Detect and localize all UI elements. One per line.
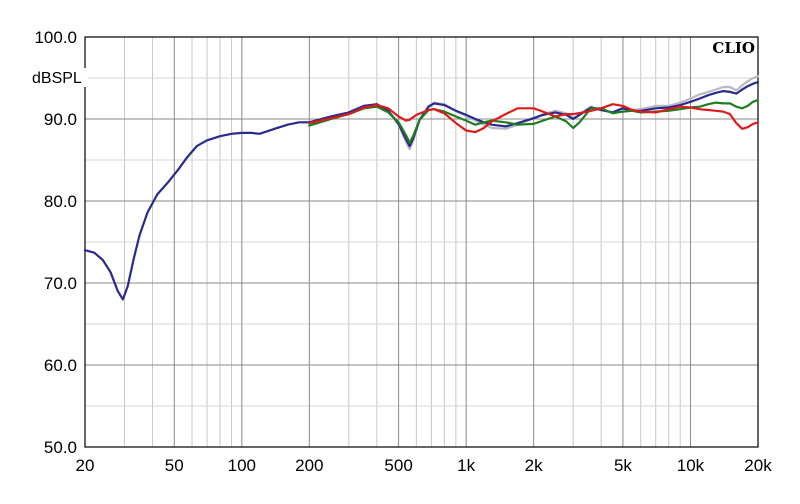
series-line-1	[308, 75, 760, 151]
x-tick-label: 5k	[614, 456, 632, 475]
series-layer	[83, 75, 760, 301]
y-tick-label: 100.0	[34, 28, 77, 47]
series-line-2	[83, 81, 760, 301]
x-tick-label: 200	[295, 456, 323, 475]
minor-gridlines	[85, 37, 758, 447]
y-axis-label-background	[30, 68, 88, 87]
y-tick-label: 80.0	[44, 192, 77, 211]
x-tick-label: 50	[165, 456, 184, 475]
plot-frame	[84, 36, 759, 448]
x-tick-label: 20k	[744, 456, 772, 475]
y-tick-labels: 100.0 90.0 80.0 70.0 60.0 50.0	[34, 28, 77, 457]
y-tick-label: 90.0	[44, 110, 77, 129]
clio-brand-label: CLIO	[712, 39, 755, 57]
y-tick-label: 50.0	[44, 438, 77, 457]
x-tick-label: 20	[76, 456, 95, 475]
x-tick-label: 10k	[677, 456, 705, 475]
y-axis-label: dBSPL	[32, 70, 82, 87]
major-gridlines	[85, 37, 758, 447]
brand-label-background	[700, 39, 756, 57]
x-tick-label: 1k	[457, 456, 475, 475]
y-tick-label: 70.0	[44, 274, 77, 293]
x-tick-label: 100	[228, 456, 256, 475]
x-tick-labels: 20 50 100 200 500 1k 2k 5k 10k 20k	[76, 456, 773, 475]
y-tick-label: 60.0	[44, 356, 77, 375]
series-line-4	[308, 103, 760, 134]
x-tick-label: 2k	[525, 456, 543, 475]
x-tick-label: 500	[384, 456, 412, 475]
